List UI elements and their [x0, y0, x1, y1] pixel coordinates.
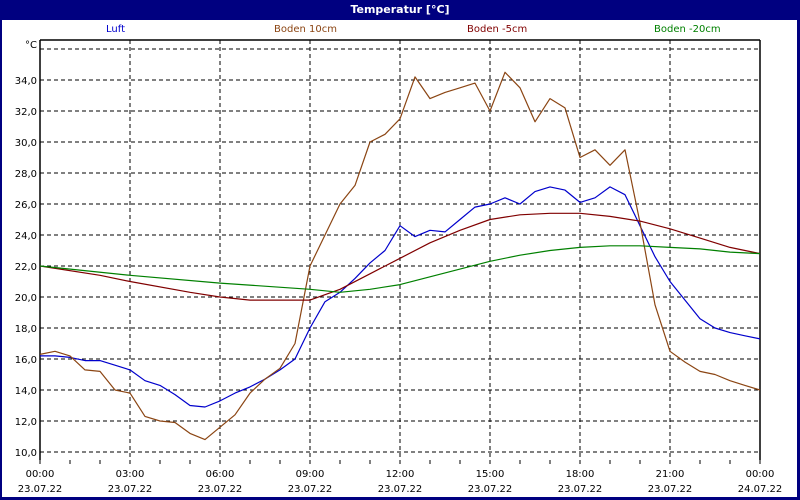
y-unit-label: °C — [25, 40, 37, 51]
x-tick-time: 00:00 — [746, 469, 775, 480]
y-tick-label: 14,0 — [15, 386, 37, 397]
x-tick-time: 21:00 — [656, 469, 685, 480]
x-tick-date: 23.07.22 — [378, 484, 423, 495]
y-tick-label: 34,0 — [15, 76, 37, 87]
legend-item: Boden 10cm — [274, 24, 337, 35]
x-tick-time: 15:00 — [476, 469, 505, 480]
legend-item: Boden -20cm — [654, 24, 721, 35]
x-tick-date: 23.07.22 — [18, 484, 63, 495]
x-tick-time: 12:00 — [386, 469, 415, 480]
y-tick-label: 16,0 — [15, 355, 37, 366]
y-tick-label: 26,0 — [15, 200, 37, 211]
y-tick-label: 22,0 — [15, 262, 37, 273]
legend-item: Luft — [106, 24, 125, 35]
y-tick-label: 30,0 — [15, 138, 37, 149]
series-line-boden-5cm — [39, 212, 761, 301]
y-tick-label: 28,0 — [15, 169, 37, 180]
window-title: Temperatur [°C] — [0, 0, 800, 20]
x-tick-time: 06:00 — [206, 469, 235, 480]
x-tick-date: 23.07.22 — [198, 484, 243, 495]
legend-item: Boden -5cm — [467, 24, 528, 35]
y-tick-label: 10,0 — [15, 448, 37, 459]
y-tick-label: 12,0 — [15, 417, 37, 428]
x-tick-time: 18:00 — [566, 469, 595, 480]
x-tick-time: 00:00 — [26, 469, 55, 480]
x-tick-time: 09:00 — [296, 469, 325, 480]
x-tick-date: 23.07.22 — [288, 484, 333, 495]
y-tick-label: 32,0 — [15, 107, 37, 118]
y-tick-label: 24,0 — [15, 231, 37, 242]
x-tick-date: 23.07.22 — [648, 484, 693, 495]
x-tick-date: 23.07.22 — [468, 484, 513, 495]
y-tick-label: 18,0 — [15, 324, 37, 335]
series-line-boden-20cm — [39, 245, 761, 293]
series-line-boden-10cm — [39, 71, 761, 441]
x-tick-date: 23.07.22 — [108, 484, 153, 495]
x-tick-time: 03:00 — [116, 469, 145, 480]
x-tick-date: 23.07.22 — [558, 484, 603, 495]
x-tick-date: 24.07.22 — [738, 484, 783, 495]
y-tick-label: 20,0 — [15, 293, 37, 304]
